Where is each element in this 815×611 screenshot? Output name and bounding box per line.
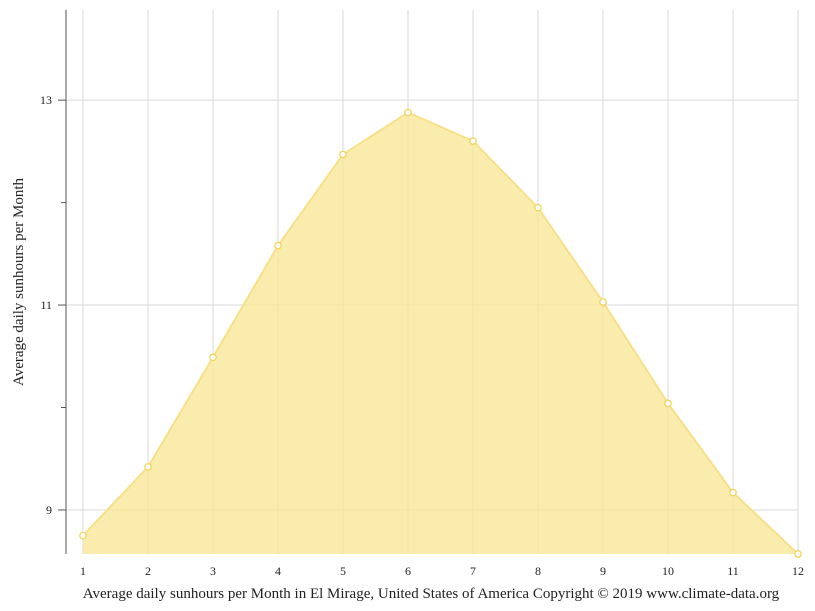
data-point xyxy=(339,150,347,159)
x-tick-label: 2 xyxy=(145,564,151,578)
x-tick-label: 12 xyxy=(792,564,804,578)
x-tick-label: 1 xyxy=(80,564,86,578)
data-point xyxy=(794,550,802,558)
x-tick-label: 8 xyxy=(535,564,541,578)
data-point xyxy=(404,108,412,117)
data-point xyxy=(469,137,477,145)
x-axis-title: Average daily sunhours per Month in El M… xyxy=(83,586,780,602)
series-area-layer xyxy=(82,111,799,555)
x-tick-label: 4 xyxy=(275,564,281,578)
series-area xyxy=(83,112,798,554)
data-point xyxy=(534,203,542,212)
data-point xyxy=(729,488,737,497)
data-point xyxy=(274,241,282,250)
data-points xyxy=(79,108,802,558)
data-point xyxy=(664,399,672,408)
x-tick-label: 7 xyxy=(470,564,476,578)
x-tick-label: 11 xyxy=(727,564,739,578)
x-tick-label: 5 xyxy=(340,564,346,578)
x-tick-label: 9 xyxy=(600,564,606,578)
axes xyxy=(58,10,67,554)
x-tick-label: 10 xyxy=(662,564,674,578)
y-axis-title: Average daily sunhours per Month xyxy=(11,178,27,387)
data-point xyxy=(79,531,87,540)
series-line xyxy=(82,111,799,555)
y-tick-label: 11 xyxy=(40,298,52,312)
x-tick-label: 6 xyxy=(405,564,411,578)
data-point xyxy=(144,463,152,471)
data-point xyxy=(599,298,607,306)
x-tick-label: 3 xyxy=(210,564,216,578)
y-tick-label: 13 xyxy=(40,93,52,107)
data-point xyxy=(209,353,217,362)
y-tick-label: 9 xyxy=(46,503,52,517)
